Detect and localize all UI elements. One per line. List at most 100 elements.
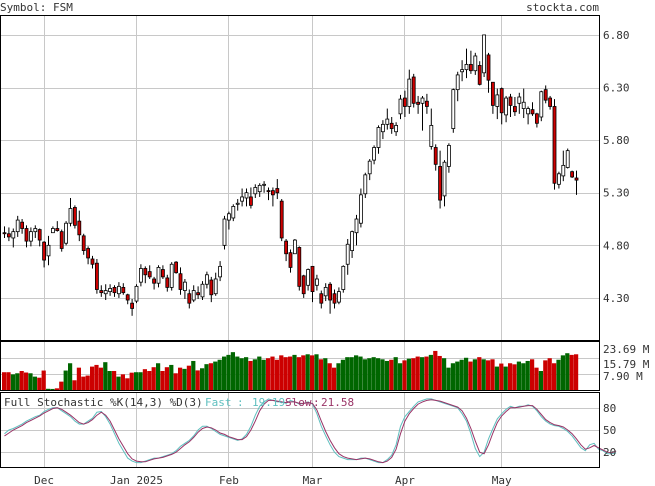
- candle-body: [402, 97, 407, 107]
- candle-body: [407, 78, 412, 107]
- candle-body: [55, 228, 60, 231]
- volume-bar: [543, 360, 548, 390]
- price-candle: [73, 205, 77, 229]
- candle-body: [11, 231, 16, 239]
- candle-body: [557, 173, 561, 185]
- candle-body: [363, 174, 368, 195]
- candle-body: [495, 94, 500, 107]
- price-candle: [112, 285, 117, 297]
- volume-bar: [384, 360, 389, 390]
- candle-body: [521, 101, 526, 109]
- price-candle: [570, 170, 574, 178]
- candle-body: [350, 231, 355, 251]
- candle-body: [464, 63, 469, 71]
- price-candle: [226, 211, 231, 230]
- price-tick-label: 5.30: [603, 187, 630, 200]
- candle-body: [411, 76, 416, 104]
- price-candle: [248, 187, 253, 209]
- volume-bar: [134, 372, 139, 390]
- candle-body: [99, 290, 104, 294]
- price-candle: [169, 262, 174, 291]
- price-candle: [424, 93, 429, 114]
- price-candle: [495, 88, 500, 120]
- volume-bar: [103, 362, 108, 390]
- candle-body: [526, 108, 530, 115]
- date-tick-label: May: [492, 474, 512, 486]
- candle-body: [385, 118, 390, 125]
- candle-body: [108, 288, 112, 293]
- price-candle: [292, 239, 297, 255]
- candle-body: [160, 269, 165, 278]
- candle-body: [570, 171, 574, 178]
- volume-bar: [323, 358, 328, 390]
- stochastic-axis-labels: 20 50 80: [603, 402, 616, 459]
- volume-bar: [508, 363, 513, 390]
- volume-bar: [415, 356, 420, 390]
- price-gridlines: [1, 16, 599, 340]
- volume-bar: [147, 371, 152, 390]
- volume-bar: [204, 364, 209, 390]
- volume-bars: [2, 350, 579, 390]
- volume-bar: [156, 363, 161, 390]
- price-candle: [279, 199, 284, 242]
- volume-bar: [530, 359, 535, 390]
- price-candle: [77, 210, 82, 242]
- price-tick-label: 4.30: [603, 292, 630, 305]
- volume-bar: [208, 363, 213, 390]
- volume-bar: [362, 359, 367, 390]
- candle-body: [182, 281, 187, 291]
- price-candle: [380, 120, 385, 140]
- volume-bar: [50, 388, 55, 390]
- price-candle: [565, 148, 570, 169]
- candle-body: [424, 100, 429, 107]
- candle-body: [490, 81, 495, 106]
- volume-bar: [244, 357, 249, 390]
- stochastic-panel-frame: [0, 392, 600, 468]
- candle-body: [288, 252, 293, 268]
- volume-bar: [534, 367, 539, 390]
- price-candle: [121, 283, 126, 295]
- candle-body: [213, 278, 218, 295]
- candle-body: [20, 221, 25, 229]
- volume-tick-label: 15.79 M: [603, 358, 650, 371]
- volume-bar: [336, 363, 341, 390]
- candle-body: [486, 54, 491, 81]
- symbol-label: Symbol: FSM: [0, 1, 73, 14]
- price-tick-label: 4.80: [603, 239, 630, 252]
- volume-tick-label: 7.90 M: [603, 370, 643, 383]
- price-candle: [301, 274, 306, 298]
- volume-bar: [402, 360, 407, 390]
- price-candle: [81, 233, 86, 255]
- candle-body: [147, 271, 152, 278]
- volume-bar: [340, 359, 345, 390]
- price-candle: [306, 268, 311, 291]
- volume-bar: [2, 372, 7, 390]
- volume-bar: [59, 381, 64, 390]
- price-candle: [117, 282, 121, 298]
- volume-bar: [15, 373, 20, 390]
- candle-body: [535, 113, 539, 124]
- candle-body: [517, 96, 522, 104]
- candle-body: [398, 98, 403, 115]
- price-candle: [504, 95, 509, 123]
- price-candle: [363, 172, 368, 198]
- volume-bar: [169, 364, 174, 390]
- price-candle: [398, 94, 403, 120]
- volume-bar: [32, 376, 37, 390]
- candle-body: [574, 177, 579, 181]
- price-candle: [42, 241, 46, 268]
- volume-bar: [288, 356, 293, 390]
- site-label: stockta.com: [526, 1, 599, 14]
- candle-body: [257, 184, 262, 193]
- candle-body: [33, 228, 38, 233]
- candle-body: [125, 294, 130, 301]
- candle-body: [429, 125, 434, 147]
- volume-bar: [129, 372, 134, 390]
- price-candle: [28, 227, 33, 247]
- candle-body: [460, 69, 465, 73]
- candle-body: [455, 74, 460, 91]
- volume-bar: [494, 366, 499, 390]
- candle-body: [235, 202, 240, 205]
